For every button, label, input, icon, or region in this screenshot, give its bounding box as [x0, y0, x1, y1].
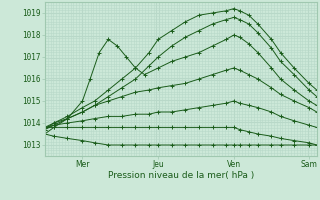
- X-axis label: Pression niveau de la mer( hPa ): Pression niveau de la mer( hPa ): [108, 171, 254, 180]
